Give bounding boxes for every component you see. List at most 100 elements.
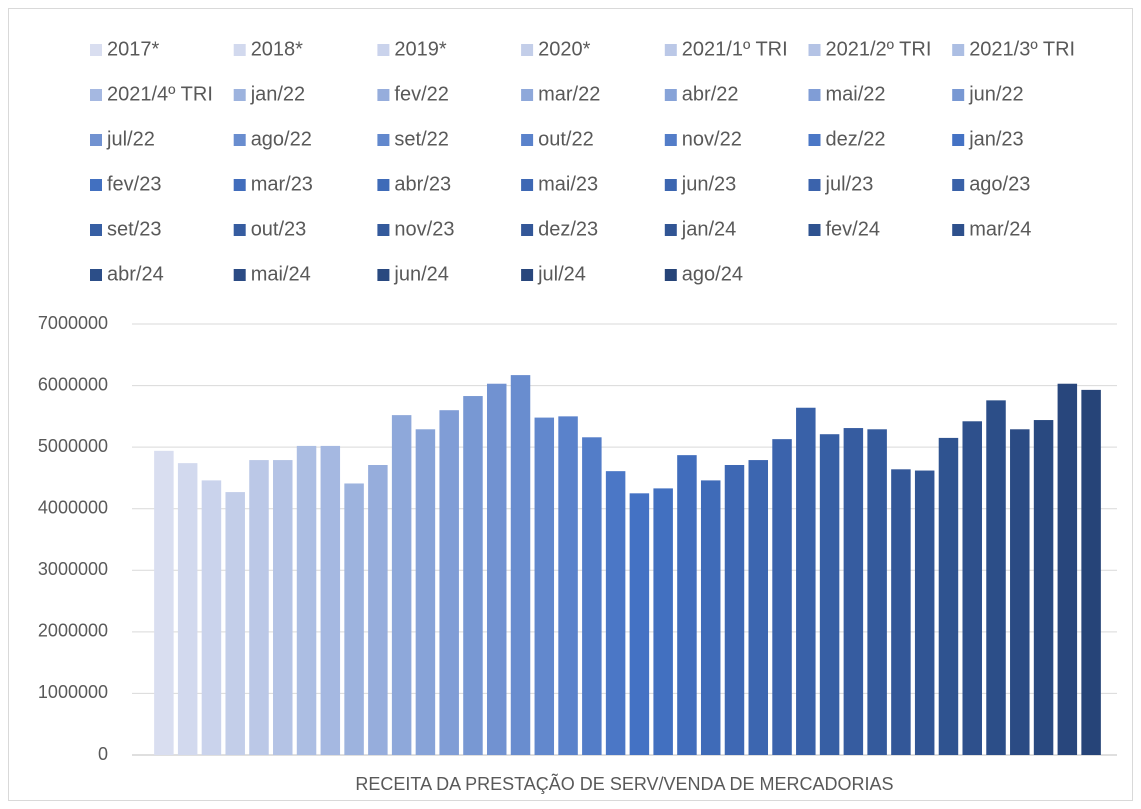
bar (796, 407, 816, 755)
legend-swatch (952, 134, 965, 146)
legend-label: mai/24 (251, 263, 311, 285)
legend-label: mar/23 (251, 173, 313, 195)
bar (843, 428, 864, 755)
legend-label: abr/23 (394, 173, 451, 195)
legend-swatch (952, 179, 965, 191)
bar (510, 375, 531, 755)
bar (605, 471, 626, 755)
legend-swatch (808, 224, 821, 236)
y-tick-label: 4000000 (38, 497, 108, 517)
legend-label: 2021/1º TRI (682, 38, 788, 60)
legend-swatch (90, 224, 102, 236)
bar (653, 488, 673, 755)
legend-label: set/22 (394, 128, 448, 150)
legend-swatch (377, 89, 390, 101)
legend-swatch (521, 224, 534, 236)
bar (724, 464, 745, 755)
bar (582, 437, 602, 755)
bar (154, 450, 174, 755)
y-tick-label: 1000000 (38, 682, 108, 702)
bar (439, 410, 459, 755)
bar (914, 470, 935, 755)
legend-swatch (233, 44, 246, 56)
legend-swatch (233, 134, 246, 146)
legend-label: 2021/2º TRI (826, 38, 932, 60)
bar (368, 464, 388, 755)
legend-swatch (521, 44, 534, 56)
legend-swatch (377, 269, 390, 281)
legend-swatch (808, 44, 821, 56)
legend-swatch (90, 269, 102, 281)
legend-label: abr/22 (682, 83, 739, 105)
bar (344, 483, 364, 755)
x-tick-label: RECEITA DA PRESTAÇÃO DE SERV/VENDA DE ME… (355, 773, 893, 794)
legend-label: jul/22 (106, 128, 155, 150)
bar (962, 421, 982, 755)
bar (748, 460, 769, 755)
legend-swatch (952, 224, 965, 236)
legend-label: 2017* (107, 38, 159, 60)
bar (1033, 420, 1054, 755)
legend-label: mar/22 (538, 83, 600, 105)
legend-swatch (521, 134, 534, 146)
bar (938, 437, 959, 755)
bar (534, 417, 555, 755)
legend-swatch (377, 224, 390, 236)
legend-label: mai/22 (826, 83, 886, 105)
y-tick-label: 6000000 (38, 374, 108, 394)
legend-swatch (377, 134, 390, 146)
legend-label: dez/22 (826, 128, 886, 150)
bar (391, 415, 412, 755)
legend-swatch (233, 269, 246, 281)
legend-swatch (521, 89, 534, 101)
bar (486, 383, 507, 755)
legend-label: jul/24 (537, 263, 586, 285)
legend-swatch (90, 134, 102, 146)
bar (1010, 429, 1030, 755)
legend-label: 2020* (538, 38, 590, 60)
legend-label: mai/23 (538, 173, 598, 195)
legend-swatch (664, 224, 677, 236)
y-tick-label: 7000000 (38, 313, 108, 333)
bar (177, 463, 198, 755)
legend-label: ago/22 (251, 128, 312, 150)
bar (986, 400, 1006, 755)
bar (677, 455, 697, 755)
legend-swatch (90, 179, 102, 191)
bar (273, 460, 293, 755)
legend-label: jan/24 (681, 218, 737, 240)
bar (819, 434, 840, 755)
y-tick-label: 0 (98, 744, 108, 764)
legend-swatch (952, 44, 965, 56)
legend-swatch (664, 89, 677, 101)
legend-swatch (664, 134, 677, 146)
bar (249, 460, 269, 755)
legend-label: fev/22 (394, 83, 448, 105)
bar (891, 469, 911, 755)
bar (463, 396, 483, 755)
legend: 2017* 2018* 2019* 2020* 2021/1º TRI 2021/2º T… (90, 38, 1075, 285)
legend-swatch (952, 89, 965, 101)
legend-label: jun/24 (393, 263, 449, 285)
legend-swatch (90, 44, 102, 56)
bar (629, 493, 650, 755)
legend-swatch (233, 89, 246, 101)
legend-label: 2021/3º TRI (969, 38, 1075, 60)
legend-label: 2018* (251, 38, 303, 60)
legend-label: jun/22 (968, 83, 1024, 105)
legend-label: ago/24 (682, 263, 743, 285)
legend-label: mar/24 (969, 218, 1031, 240)
legend-label: jan/23 (968, 128, 1024, 150)
legend-swatch (90, 89, 102, 101)
legend-label: 2021/4º TRI (107, 83, 213, 105)
bar (225, 492, 245, 755)
legend-label: out/22 (538, 128, 594, 150)
legend-swatch (233, 179, 246, 191)
bar (201, 480, 222, 755)
legend-label: jan/22 (250, 83, 306, 105)
bar (296, 445, 317, 755)
legend-swatch (521, 269, 534, 281)
bar (320, 445, 341, 755)
y-tick-label: 2000000 (38, 621, 108, 641)
